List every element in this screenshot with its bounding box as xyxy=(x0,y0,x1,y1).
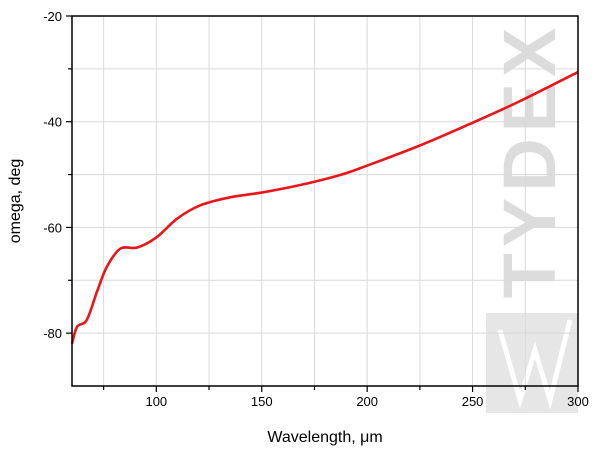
x-tick-label: 150 xyxy=(251,394,273,409)
y-axis-label: omega, deg xyxy=(7,159,24,244)
y-tick-label: -80 xyxy=(43,326,62,341)
tick-labels: 100 150 200 250 300 -80 -60 -40 -20 xyxy=(43,9,589,409)
grid xyxy=(72,16,578,386)
x-tick-label: 200 xyxy=(356,394,378,409)
watermark-text: TYDEX xyxy=(488,22,571,299)
watermark-logo: TYDEX xyxy=(486,22,578,413)
series-line xyxy=(70,70,579,345)
y-tick-label: -20 xyxy=(43,9,62,24)
watermark-w xyxy=(497,319,573,410)
y-tick-label: -60 xyxy=(43,220,62,235)
y-tick-label: -40 xyxy=(43,115,62,130)
series xyxy=(70,70,579,345)
x-axis-label: Wavelength, μm xyxy=(267,429,382,446)
plot-frame xyxy=(71,15,579,387)
axes xyxy=(66,15,579,392)
x-tick-label: 100 xyxy=(145,394,167,409)
x-tick-label: 300 xyxy=(567,394,589,409)
x-tick-label: 250 xyxy=(462,394,484,409)
